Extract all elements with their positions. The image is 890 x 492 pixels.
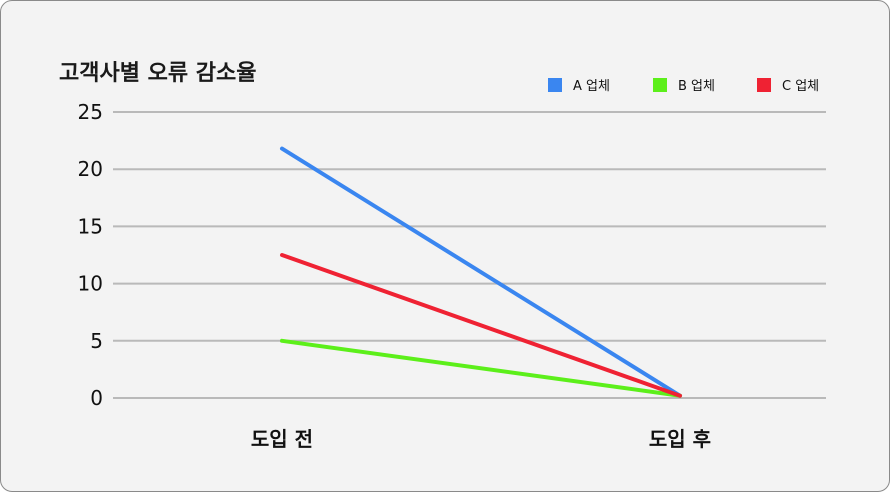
chart-title: 고객사별 오류 감소율 xyxy=(59,61,257,86)
y-tick-label-10: 10 xyxy=(78,272,103,296)
y-tick-label-15: 15 xyxy=(78,214,103,238)
series-line-1 xyxy=(280,146,682,398)
x-category-label-2: 도입 후 xyxy=(649,427,711,451)
legend-swatch-2 xyxy=(653,78,667,92)
legend-label-1: A 업체 xyxy=(573,79,610,94)
y-tick-label-0: 0 xyxy=(90,386,103,410)
y-tick-label-20: 20 xyxy=(78,157,103,181)
legend-swatch-1 xyxy=(548,78,562,92)
legend-swatch-3 xyxy=(757,78,771,92)
y-tick-label-5: 5 xyxy=(90,329,103,353)
series-line-3 xyxy=(280,253,682,398)
legend-label-2: B 업체 xyxy=(678,79,715,94)
x-category-label-1: 도입 전 xyxy=(251,427,313,451)
legend-label-3: C 업체 xyxy=(782,79,819,94)
series-line-2 xyxy=(280,338,682,398)
y-tick-label-25: 25 xyxy=(78,100,103,124)
